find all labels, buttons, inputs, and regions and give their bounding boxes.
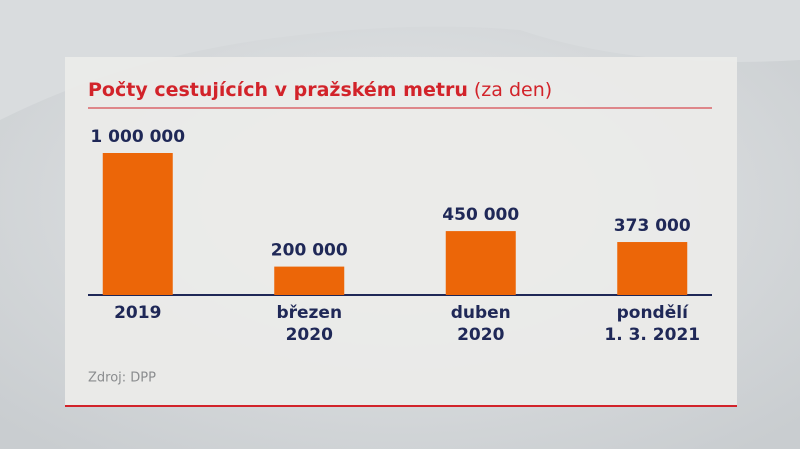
x-tick-label: 1. 3. 2021 [604, 325, 700, 345]
bar [445, 231, 516, 295]
source: Zdroj: DPP [88, 371, 156, 386]
value-label: 200 000 [271, 241, 348, 261]
x-tick-label: duben [451, 303, 511, 323]
x-tick-label: březen [276, 303, 342, 323]
value-label: 373 000 [614, 216, 691, 236]
value-label: 450 000 [442, 205, 519, 225]
x-tick-label: 2019 [114, 303, 161, 323]
title: Počty cestujících v pražském metru [88, 79, 468, 101]
bar [102, 153, 173, 295]
bar [617, 242, 688, 295]
value-label: 1 000 000 [90, 127, 185, 147]
panel [65, 57, 737, 407]
subtitle: (za den) [474, 79, 552, 101]
x-tick-label: 2020 [286, 325, 333, 345]
map-shape [0, 0, 800, 120]
bar [274, 266, 345, 295]
x-tick-label: 2020 [457, 325, 504, 345]
x-tick-label: pondělí [617, 303, 689, 323]
chart-title: Počty cestujících v pražském metru (za d… [88, 79, 552, 101]
